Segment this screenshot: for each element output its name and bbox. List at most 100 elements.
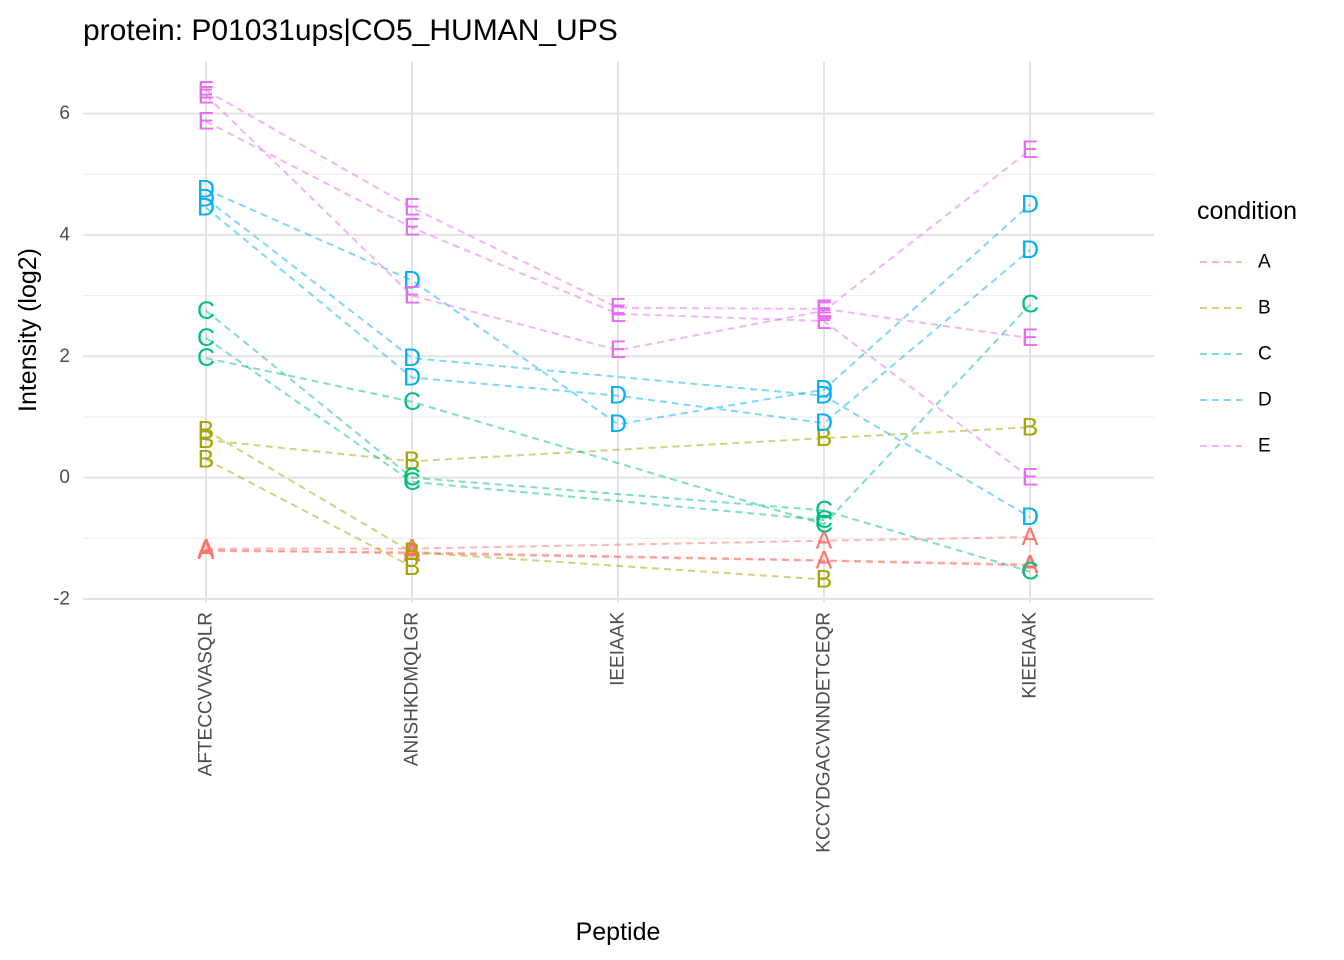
point-E: E <box>198 107 215 135</box>
point-E: E <box>404 194 421 222</box>
point-E: E <box>404 282 421 310</box>
legend-label-C: C <box>1258 344 1272 365</box>
point-A: A <box>198 537 215 565</box>
y-axis-title: Intensity (log2) <box>14 248 42 412</box>
y-tick-label: 0 <box>59 467 70 488</box>
y-tick-label: 6 <box>59 103 70 124</box>
point-A: A <box>816 547 833 575</box>
point-A: A <box>1022 550 1039 578</box>
point-B: B <box>816 424 833 452</box>
point-D: D <box>403 364 421 392</box>
point-B: B <box>198 445 215 473</box>
point-B: B <box>198 416 215 444</box>
point-C: C <box>197 324 215 352</box>
series-line-C <box>205 337 825 522</box>
point-E: E <box>816 307 833 335</box>
x-tick-label: KIEEIAAK <box>1020 612 1041 699</box>
series-line-A <box>205 550 1031 566</box>
series-line-E <box>205 89 1031 340</box>
point-D: D <box>1021 191 1039 219</box>
series-line-B <box>205 429 825 581</box>
point-D: D <box>815 409 833 437</box>
point-C: C <box>403 468 421 496</box>
legend-label-A: A <box>1258 252 1271 273</box>
point-C: C <box>1021 291 1039 319</box>
series-line-D <box>205 206 1031 425</box>
point-A: A <box>816 527 833 555</box>
point-B: B <box>404 538 421 566</box>
x-tick-label: KCCYDGACVNNDETCEQR <box>814 612 835 853</box>
series-line-C <box>205 309 1031 573</box>
point-B: B <box>816 566 833 594</box>
x-axis-title: Peptide <box>576 918 661 946</box>
point-A: A <box>198 535 215 563</box>
point-C: C <box>1021 558 1039 586</box>
series-line-D <box>205 197 1031 518</box>
point-E: E <box>1022 136 1039 164</box>
point-D: D <box>815 382 833 410</box>
point-D: D <box>403 266 421 294</box>
point-D: D <box>609 382 627 410</box>
grid <box>83 62 1154 602</box>
point-B: B <box>404 553 421 581</box>
series-line-C <box>205 304 1031 526</box>
point-D: D <box>403 344 421 372</box>
point-A: A <box>1022 552 1039 580</box>
point-E: E <box>1022 464 1039 492</box>
point-B: B <box>404 447 421 475</box>
point-D: D <box>197 175 215 203</box>
y-tick-label: 4 <box>59 224 70 245</box>
point-E: E <box>610 336 627 364</box>
point-E: E <box>198 81 215 109</box>
point-C: C <box>815 506 833 534</box>
legend-title: condition <box>1197 197 1297 225</box>
point-E: E <box>1022 324 1039 352</box>
point-E: E <box>610 294 627 322</box>
legend-label-B: B <box>1258 298 1271 319</box>
series-line-B <box>205 426 1031 463</box>
point-B: B <box>1022 413 1039 441</box>
series-line-B <box>205 458 413 568</box>
point-C: C <box>815 510 833 538</box>
point-D: D <box>815 376 833 404</box>
series-line-E <box>205 120 1031 479</box>
x-tick-labels: AFTECCVVASQLR ANISHKDMQLGR IEEIAAK KCCYDGAC… <box>196 612 1041 853</box>
point-A: A <box>404 538 421 566</box>
point-C: C <box>403 464 421 492</box>
point-D: D <box>1021 503 1039 531</box>
point-D: D <box>1021 236 1039 264</box>
legend: condition A B C D E <box>1197 197 1297 457</box>
point-C: C <box>197 297 215 325</box>
point-C: C <box>403 388 421 416</box>
point-C: C <box>815 496 833 524</box>
point-A: A <box>404 535 421 563</box>
point-E: E <box>816 295 833 323</box>
point-A: A <box>198 536 215 564</box>
point-D: D <box>197 185 215 213</box>
point-D: D <box>609 410 627 438</box>
point-E: E <box>610 300 627 328</box>
point-C: C <box>197 344 215 372</box>
y-tick-label: 2 <box>59 346 70 367</box>
point-A: A <box>1022 523 1039 551</box>
y-tick-label: -2 <box>53 588 70 609</box>
x-tick-label: AFTECCVVASQLR <box>196 612 217 776</box>
point-A: A <box>404 539 421 567</box>
point-E: E <box>816 297 833 325</box>
point-B: B <box>198 426 215 454</box>
legend-label-E: E <box>1258 436 1271 457</box>
series-lines <box>205 89 1031 581</box>
x-tick-label: ANISHKDMQLGR <box>402 612 423 766</box>
series-line-A <box>206 536 1031 550</box>
x-tick-label: IEEIAAK <box>608 612 629 686</box>
point-D: D <box>197 194 215 222</box>
point-E: E <box>198 77 215 105</box>
legend-label-D: D <box>1258 390 1272 411</box>
chart-title: protein: P01031ups|CO5_HUMAN_UPS <box>83 14 618 47</box>
series-line-D <box>205 188 1031 426</box>
point-E: E <box>404 214 421 242</box>
series-line-E <box>205 94 1031 352</box>
y-tick-labels: -2 0 2 4 6 <box>53 103 70 609</box>
